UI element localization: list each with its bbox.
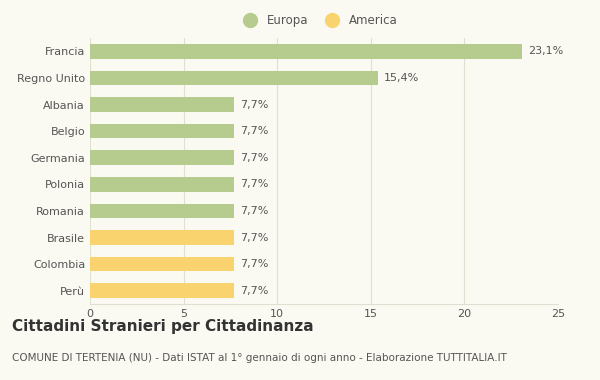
Text: 7,7%: 7,7% — [240, 126, 268, 136]
Text: 23,1%: 23,1% — [528, 46, 563, 56]
Text: 7,7%: 7,7% — [240, 206, 268, 216]
Legend: Europa, America: Europa, America — [236, 12, 400, 29]
Bar — [90, 230, 234, 245]
Bar — [90, 283, 234, 298]
Bar — [90, 257, 234, 271]
Text: 7,7%: 7,7% — [240, 286, 268, 296]
Text: 7,7%: 7,7% — [240, 259, 268, 269]
Bar — [90, 150, 234, 165]
Bar — [90, 71, 378, 85]
Bar — [90, 97, 234, 112]
Text: 7,7%: 7,7% — [240, 100, 268, 109]
Text: 7,7%: 7,7% — [240, 153, 268, 163]
Text: 7,7%: 7,7% — [240, 179, 268, 189]
Bar — [90, 204, 234, 218]
Text: 7,7%: 7,7% — [240, 233, 268, 242]
Text: COMUNE DI TERTENIA (NU) - Dati ISTAT al 1° gennaio di ogni anno - Elaborazione T: COMUNE DI TERTENIA (NU) - Dati ISTAT al … — [12, 353, 507, 363]
Bar — [90, 124, 234, 138]
Bar — [90, 177, 234, 192]
Bar — [90, 44, 523, 59]
Text: Cittadini Stranieri per Cittadinanza: Cittadini Stranieri per Cittadinanza — [12, 319, 314, 334]
Text: 15,4%: 15,4% — [384, 73, 419, 83]
